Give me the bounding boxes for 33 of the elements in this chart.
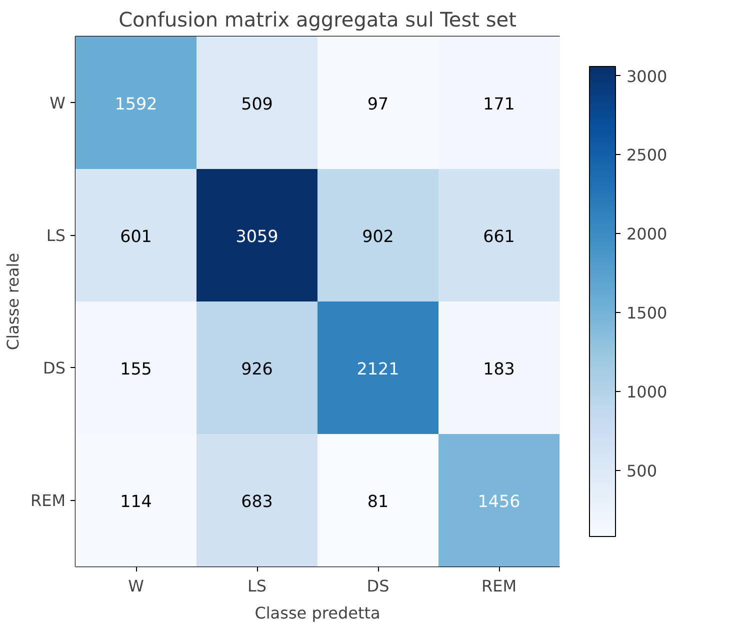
data-label: 171 (483, 94, 515, 114)
x-tick-label: DS (366, 576, 390, 596)
color-bar-label: 2500 (626, 146, 668, 165)
data-label: 155 (120, 359, 152, 378)
x-tick-label: LS (247, 576, 267, 596)
chart-title: Confusion matrix aggregata sul Test set (118, 8, 517, 32)
data-label: 3059 (236, 226, 278, 246)
y-tick-label: LS (46, 226, 66, 245)
y-tick-label: W (50, 93, 66, 112)
data-label: 926 (241, 359, 273, 378)
data-label: 601 (120, 226, 152, 246)
data-label: 509 (241, 94, 273, 114)
color-bar-label: 3000 (626, 66, 668, 86)
data-label: 114 (120, 492, 152, 511)
color-bar-label: 500 (626, 461, 658, 480)
y-tick-label: REM (30, 490, 66, 510)
y-axis-title: Classe reale (3, 252, 22, 350)
x-tick-label: REM (481, 576, 517, 596)
color-bar-label: 1500 (626, 304, 668, 323)
data-label: 1592 (114, 94, 158, 114)
y-tick-label: DS (43, 358, 66, 378)
data-label: 902 (362, 226, 394, 246)
data-label: 661 (483, 226, 515, 246)
data-label: 1456 (478, 492, 520, 511)
x-axis-title: Classe predetta (254, 604, 380, 622)
data-label: 81 (367, 492, 389, 511)
data-label: 683 (241, 492, 273, 511)
color-bar-label: 2000 (626, 224, 668, 244)
x-tick-label: W (128, 576, 144, 596)
data-label: 183 (483, 359, 515, 378)
data-label: 2121 (356, 359, 400, 378)
data-label: 97 (367, 94, 389, 114)
color-bar-label: 1000 (626, 382, 668, 402)
